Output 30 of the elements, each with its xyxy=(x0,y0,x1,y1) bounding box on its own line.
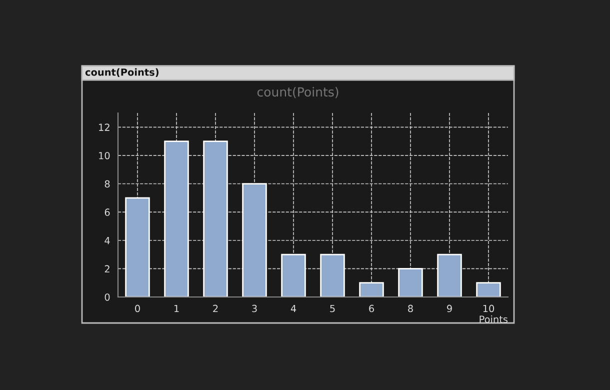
bar xyxy=(242,183,267,297)
y-tick-label: 8 xyxy=(104,180,110,188)
bar xyxy=(320,254,345,297)
bar xyxy=(476,282,501,297)
x-tick-label: 5 xyxy=(330,304,335,312)
y-tick-label: 6 xyxy=(104,208,110,216)
y-tick-label: 0 xyxy=(104,293,110,301)
x-tick-label: 8 xyxy=(408,304,413,312)
bar xyxy=(398,268,423,297)
x-tick-label: 2 xyxy=(213,304,218,312)
x-tick-label: 1 xyxy=(174,304,179,312)
y-tick-label: 4 xyxy=(104,236,110,244)
bar xyxy=(125,197,150,297)
x-tick-label: 9 xyxy=(447,304,452,312)
x-tick-label: 10 xyxy=(483,304,494,312)
chart-title: count(Points) xyxy=(257,86,338,98)
x-axis-title: Points xyxy=(480,315,508,323)
bar xyxy=(437,254,462,297)
x-tick-label: 3 xyxy=(252,304,257,312)
bar xyxy=(203,140,228,297)
x-tick-label: 4 xyxy=(290,304,296,312)
bar xyxy=(359,282,384,297)
x-tick-label: 0 xyxy=(135,304,140,312)
y-tick-label: 10 xyxy=(99,152,110,160)
bar xyxy=(164,140,189,297)
bar xyxy=(281,254,306,297)
y-tick-label: 2 xyxy=(104,265,110,272)
y-tick-label: 12 xyxy=(99,124,110,131)
text: count(Points) xyxy=(85,68,158,77)
x-tick-label: 6 xyxy=(369,304,374,312)
